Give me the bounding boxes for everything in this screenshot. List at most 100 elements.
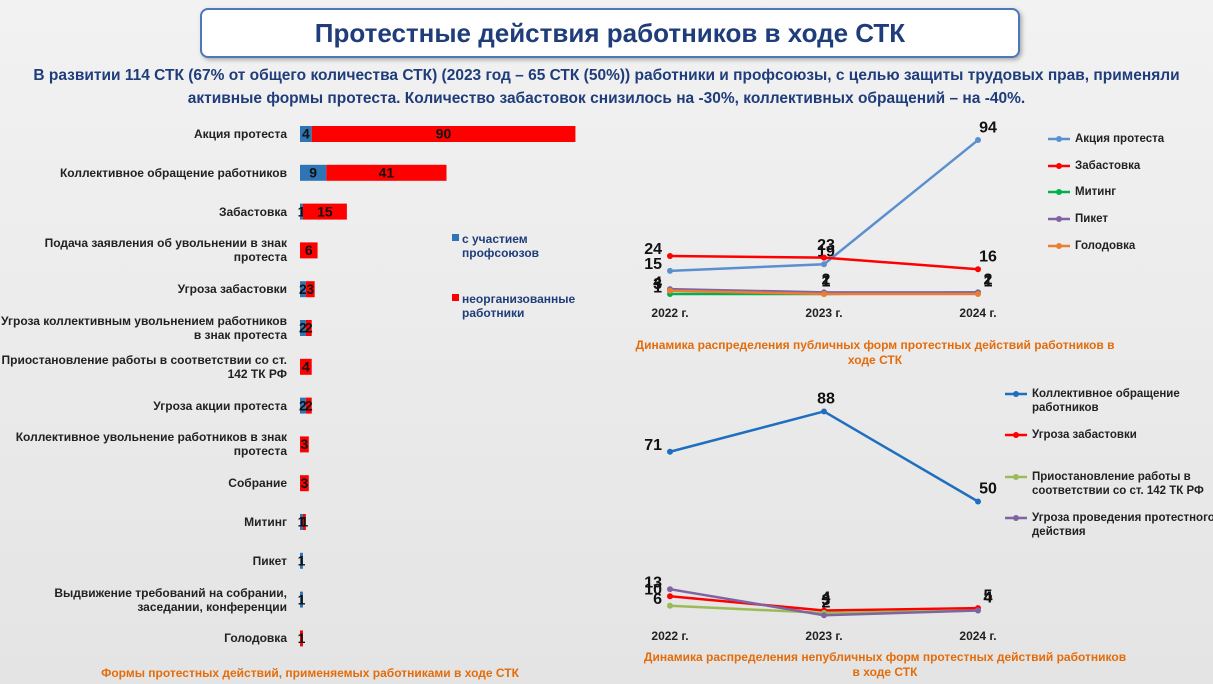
- slide-subtitle: В развитии 114 СТК (67% от общего количе…: [33, 67, 1180, 107]
- legend-label: Митинг: [1075, 186, 1117, 198]
- point-value-label: 94: [979, 119, 997, 136]
- bar-value-label: 4: [302, 359, 310, 375]
- legend-label: Забастовка: [1075, 160, 1141, 172]
- legend-marker: [1056, 163, 1062, 169]
- bar-value-label: 2: [299, 397, 307, 413]
- point-value-label: 88: [817, 391, 835, 408]
- category-label: Приостановление работы в соответствии со…: [1, 352, 287, 381]
- bar-value-label: 3: [306, 281, 314, 297]
- point-value-label: 3: [653, 276, 662, 293]
- bar-value-label: 1: [298, 553, 306, 569]
- legend-label: Угроза проведения протестного действия: [1032, 512, 1213, 538]
- category-label: Пикет: [252, 553, 287, 568]
- legend-label: Коллективное обращение работников: [1032, 388, 1180, 414]
- bar-segment: [300, 242, 318, 259]
- bar-segment: [302, 514, 306, 530]
- point-marker: [975, 266, 981, 273]
- point-value-label: 4: [984, 590, 993, 607]
- point-marker: [821, 291, 827, 298]
- point-marker: [667, 602, 673, 609]
- bar-value-label: 2: [299, 320, 307, 336]
- point-value-label: 4: [653, 274, 662, 291]
- x-tick-label: 2022 г.: [651, 629, 688, 643]
- legend-marker: [1056, 189, 1062, 195]
- bar-value-label: 3: [300, 436, 308, 452]
- legend-label: с участием профсоюзов: [462, 232, 540, 260]
- series-line: [669, 410, 979, 503]
- bar-segment: [300, 281, 306, 298]
- x-tick-label: 2024 г.: [959, 629, 996, 643]
- bar-segment: [305, 397, 312, 414]
- bar-value-label: 9: [309, 165, 317, 181]
- bar-value-label: 2: [299, 281, 307, 297]
- bar-segment: [326, 164, 447, 181]
- category-label: Голодовка: [224, 631, 287, 646]
- bar-segment: [300, 552, 303, 569]
- legend-marker: [1056, 216, 1062, 222]
- legend-marker: [1013, 432, 1019, 438]
- bar-segment: [311, 126, 576, 142]
- point-value-label: 2: [984, 272, 993, 289]
- bar-segment: [305, 320, 312, 336]
- point-marker: [975, 498, 981, 505]
- legend-label: Пикет: [1075, 213, 1108, 225]
- bar-segment: [300, 203, 303, 220]
- bar-value-label: 1: [298, 514, 306, 530]
- bar-segment: [300, 358, 312, 375]
- category-label: Угроза забастовки: [177, 282, 287, 297]
- point-value-label: 50: [979, 481, 997, 498]
- point-marker: [975, 607, 981, 614]
- category-label: Угроза коллективным увольнением работник…: [0, 314, 287, 342]
- bar-value-label: 15: [317, 203, 333, 219]
- bar-segment: [300, 320, 306, 336]
- bar-value-label: 41: [379, 165, 395, 181]
- category-label: Забастовка: [218, 204, 287, 219]
- point-marker: [821, 408, 827, 415]
- chart-caption: Динамика распределения непубличных форм …: [643, 650, 1127, 679]
- legend-label: неорганизованные работники: [462, 292, 576, 320]
- category-label: Подача заявления об увольнении в знак пр…: [44, 236, 287, 265]
- point-marker: [667, 448, 673, 455]
- bar-segment: [300, 164, 327, 181]
- bar-segment: [305, 281, 315, 298]
- point-value-label: 3: [822, 592, 831, 609]
- bar-value-label: 4: [302, 126, 310, 142]
- category-label: Митинг: [244, 515, 287, 529]
- legend-label: Акция протеста: [1075, 133, 1165, 145]
- legend-swatch: [452, 234, 459, 241]
- bar-value-label: 1: [298, 203, 306, 219]
- bar-value-label: 1: [298, 630, 306, 646]
- x-tick-label: 2022 г.: [651, 306, 688, 320]
- legend-marker: [1056, 136, 1062, 142]
- slide-title: Протестные действия работников в ходе СТ…: [200, 8, 1020, 58]
- point-marker: [667, 252, 673, 259]
- point-value-label: 1: [653, 279, 662, 296]
- x-tick-label: 2023 г.: [805, 629, 842, 643]
- bar-segment: [300, 630, 303, 647]
- bar-value-label: 1: [298, 591, 306, 607]
- point-marker: [821, 261, 827, 268]
- point-value-label: 6: [653, 591, 662, 608]
- x-tick-label: 2023 г.: [805, 306, 842, 320]
- point-marker: [975, 291, 981, 298]
- legend-marker: [1013, 515, 1019, 521]
- point-marker: [821, 254, 827, 261]
- legend-label: Угроза забастовки: [1032, 429, 1137, 441]
- bar-segment: [300, 126, 312, 142]
- legend-label: Приостановление работы в соответствии со…: [1032, 471, 1204, 497]
- point-marker: [821, 612, 827, 619]
- category-label: Выдвижение требований на собрании, засед…: [54, 585, 287, 614]
- point-marker: [667, 267, 673, 274]
- point-value-label: 1: [822, 273, 831, 290]
- point-marker: [667, 586, 673, 593]
- legend-marker: [1013, 474, 1019, 480]
- bar-value-label: 2: [305, 320, 313, 336]
- legend-label: Голодовка: [1075, 240, 1136, 252]
- point-value-label: 4: [822, 590, 831, 607]
- category-label: Собрание: [228, 476, 287, 491]
- bar-value-label: 1: [300, 514, 308, 530]
- bar-segment: [300, 436, 309, 453]
- point-marker: [667, 593, 673, 600]
